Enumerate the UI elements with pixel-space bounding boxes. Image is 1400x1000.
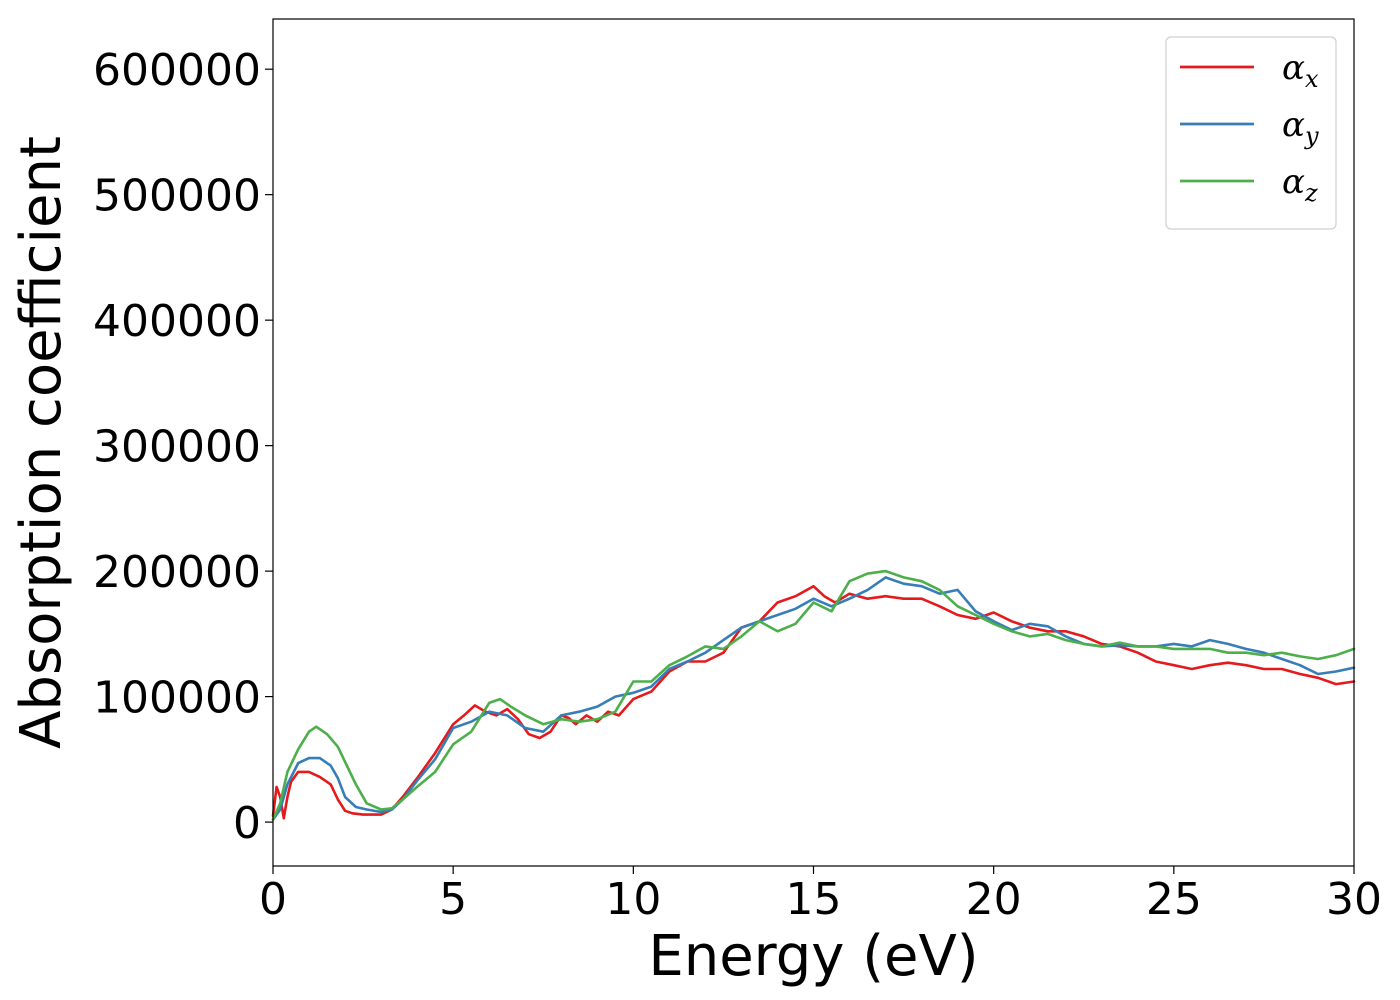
y-tick-label: 200000 (93, 547, 261, 598)
x-tick-label: 15 (786, 874, 842, 925)
series-lines (271, 569, 1356, 821)
x-axis-ticks: 0 5 10 15 20 25 30 (259, 866, 1382, 925)
x-axis-title: Energy (eV) (648, 924, 978, 989)
series-line-x (271, 584, 1356, 820)
x-tick-label: 30 (1326, 874, 1382, 925)
legend-label-y: αy (1282, 105, 1319, 150)
series-line-y (271, 576, 1356, 821)
y-tick-label: 600000 (93, 45, 261, 96)
legend-label-z: αz (1282, 162, 1318, 207)
x-tick-label: 10 (605, 874, 661, 925)
y-tick-label: 500000 (93, 171, 261, 222)
legend: αx αy αz (1165, 36, 1337, 230)
x-tick-label: 25 (1146, 874, 1202, 925)
y-axis-ticks: 0 100000 200000 300000 400000 500000 600000 (93, 45, 273, 849)
series-line-z (271, 569, 1356, 821)
y-tick-label: 0 (233, 798, 261, 849)
y-tick-label: 100000 (93, 673, 261, 724)
x-tick-label: 20 (966, 874, 1022, 925)
y-axis-title: Absorption coefficient (9, 136, 74, 749)
y-tick-label: 300000 (93, 422, 261, 473)
x-tick-label: 5 (439, 874, 467, 925)
x-tick-label: 0 (259, 874, 287, 925)
legend-label-x: αx (1282, 48, 1319, 93)
y-tick-label: 400000 (93, 296, 261, 347)
